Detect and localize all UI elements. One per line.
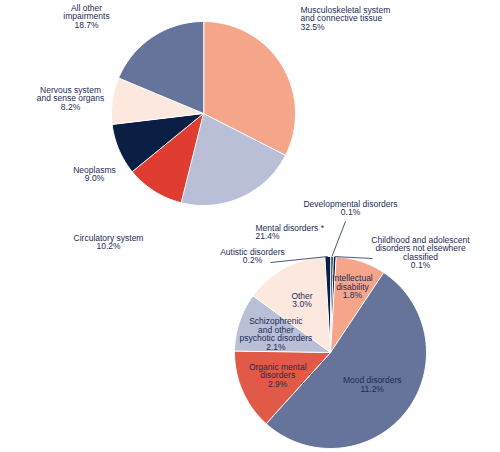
svg-text:Musculoskeletal systemand conn: Musculoskeletal systemand connective tis…: [301, 5, 391, 32]
svg-text:Autistic disorders0.2%: Autistic disorders0.2%: [220, 247, 285, 266]
svg-text:All otherimpairments18.7%: All otherimpairments18.7%: [63, 3, 109, 30]
svg-text:Developmental disorders0.1%: Developmental disorders0.1%: [303, 199, 397, 218]
svg-text:Mental disorders *21.4%: Mental disorders *21.4%: [256, 223, 325, 242]
svg-text:Mood disorders11.2%: Mood disorders11.2%: [343, 375, 402, 394]
svg-text:Organic mentaldisorders2.9%: Organic mentaldisorders2.9%: [249, 362, 307, 389]
svg-text:Schizophrenicand otherpsychoti: Schizophrenicand otherpsychotic disorder…: [239, 316, 312, 352]
svg-text:Nervous systemand sense organs: Nervous systemand sense organs8.2%: [37, 85, 105, 112]
svg-text:Neoplasms9.0%: Neoplasms9.0%: [73, 165, 116, 184]
svg-text:Childhood and adolescentdisord: Childhood and adolescentdisorders not el…: [371, 235, 470, 271]
svg-text:Circulatory system10.2%: Circulatory system10.2%: [74, 233, 144, 252]
svg-text:Other3.0%: Other3.0%: [291, 291, 312, 310]
svg-text:Intellectualdisability1.8%: Intellectualdisability1.8%: [332, 273, 373, 300]
